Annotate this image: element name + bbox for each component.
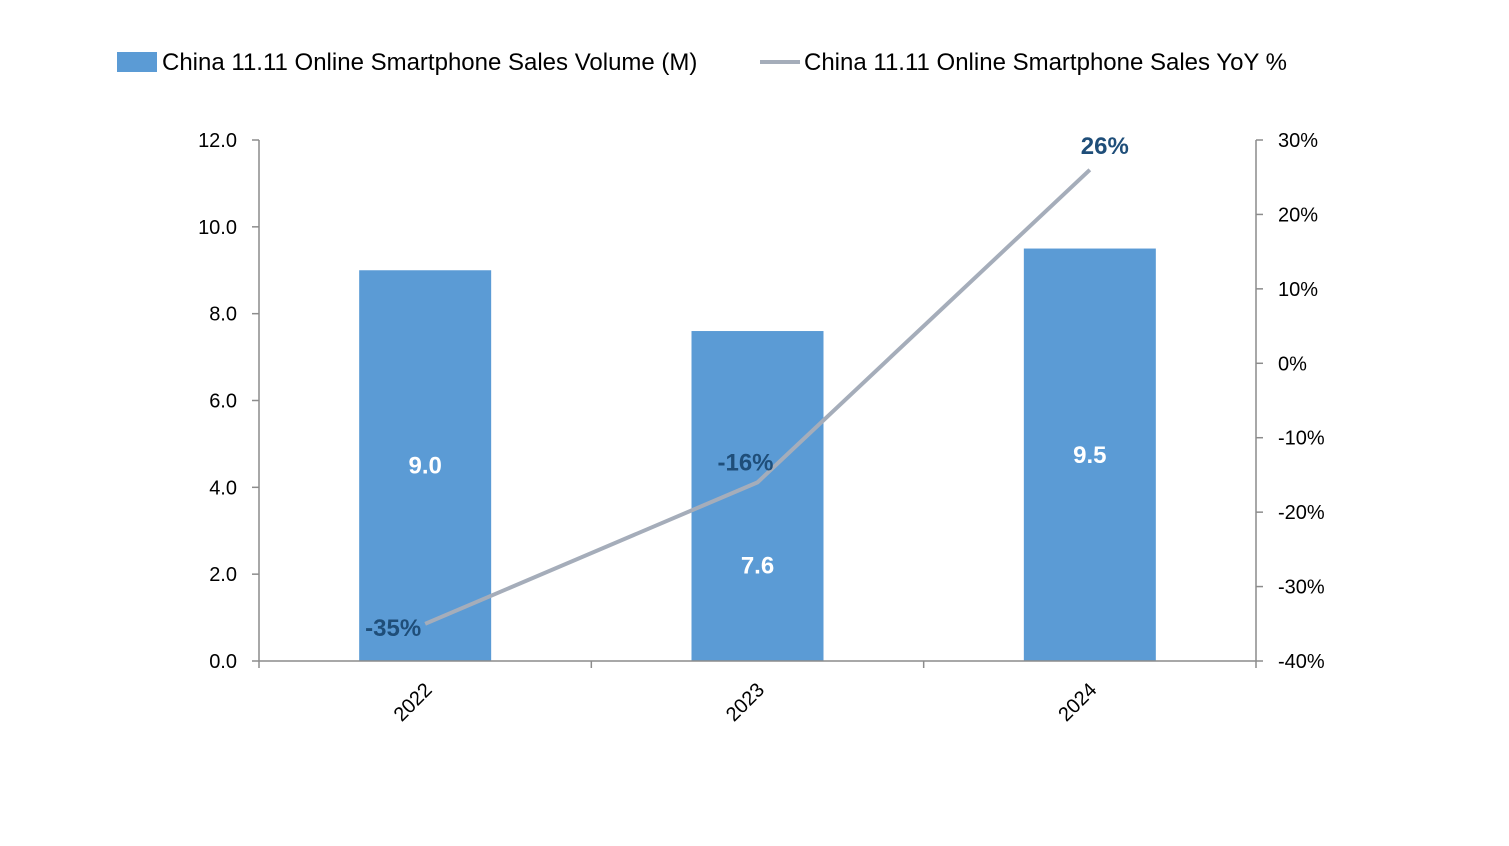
yoy-value-label: 26% [1081,133,1129,160]
bar-2022 [359,270,492,661]
yoy-line [424,168,1092,626]
y-right-tick-label: 30% [1278,130,1318,152]
y-left-tick-label: 12.0 [198,130,237,152]
y-right-tick-label: 0% [1278,353,1307,375]
yoy-value-label: -16% [717,449,773,476]
y-right-tick-label: 20% [1278,204,1318,226]
y-right-tick-label: -10% [1278,428,1325,450]
y-left-tick-label: 4.0 [209,477,237,499]
y-right-tick-label: 10% [1278,279,1318,301]
y-right-tick-label: -40% [1278,651,1325,673]
bars [359,248,1156,661]
y-left-tick-label: 8.0 [209,304,237,326]
y-left-tick-label: 6.0 [209,391,237,413]
legend: China 11.11 Online Smartphone Sales Volu… [117,49,1287,76]
legend-label-line: China 11.11 Online Smartphone Sales YoY … [804,49,1287,76]
bar-2023 [691,331,824,661]
yoy-value-label: -35% [365,615,421,642]
x-tick-label: 2024 [1054,679,1101,726]
legend-swatch-bar [117,52,157,72]
y-right-tick-label: -30% [1278,577,1325,599]
bar-value-label: 7.6 [741,552,774,579]
line-series [424,168,1092,626]
bar-value-label: 9.5 [1073,442,1106,469]
y-left-tick-label: 2.0 [209,564,237,586]
bar-value-label: 9.0 [408,453,441,480]
y-right-tick-label: -20% [1278,502,1325,524]
labels: 9.0 7.6 9.5 -35% -16% 26% [365,133,1129,642]
bar-2024 [1023,248,1156,661]
x-tick-label: 2023 [722,679,769,726]
y-left-tick-label: 0.0 [209,651,237,673]
x-tick-label: 2022 [390,679,437,726]
legend-label-bar: China 11.11 Online Smartphone Sales Volu… [162,49,697,76]
y-left-tick-label: 10.0 [198,217,237,239]
